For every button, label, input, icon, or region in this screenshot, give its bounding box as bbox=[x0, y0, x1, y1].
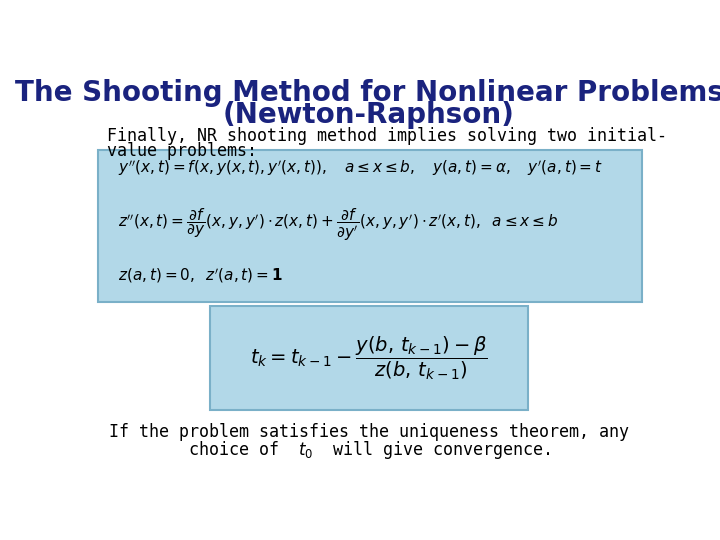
Text: If the problem satisfies the uniqueness theorem, any: If the problem satisfies the uniqueness … bbox=[109, 423, 629, 441]
FancyBboxPatch shape bbox=[99, 150, 642, 302]
Text: value problems:: value problems: bbox=[107, 141, 257, 160]
Text: $z''(x,t) = \dfrac{\partial f}{\partial y}(x,y,y') \cdot z(x,t) + \dfrac{\partia: $z''(x,t) = \dfrac{\partial f}{\partial … bbox=[118, 206, 559, 242]
Text: $z(a,t) = 0,\;\; z'(a,t) = \mathbf{1}$: $z(a,t) = 0,\;\; z'(a,t) = \mathbf{1}$ bbox=[118, 266, 283, 285]
Text: $y''(x,t) = f(x, y(x,t), y'(x,t)),\quad a \leq x \leq b,\quad y(a,t)=\alpha,\qua: $y''(x,t) = f(x, y(x,t), y'(x,t)),\quad … bbox=[118, 158, 603, 178]
Text: (Newton-Raphson): (Newton-Raphson) bbox=[223, 102, 515, 130]
Text: $t_k = t_{k-1} - \dfrac{y(b,\,t_{k-1}) - \beta}{z(b,\,t_{k-1})}$: $t_k = t_{k-1} - \dfrac{y(b,\,t_{k-1}) -… bbox=[250, 334, 488, 382]
Text: choice of  $t_0$  will give convergence.: choice of $t_0$ will give convergence. bbox=[188, 439, 550, 461]
Text: Finally, NR shooting method implies solving two initial-: Finally, NR shooting method implies solv… bbox=[107, 127, 667, 145]
Text: The Shooting Method for Nonlinear Problems: The Shooting Method for Nonlinear Proble… bbox=[14, 79, 720, 107]
FancyBboxPatch shape bbox=[210, 306, 528, 410]
